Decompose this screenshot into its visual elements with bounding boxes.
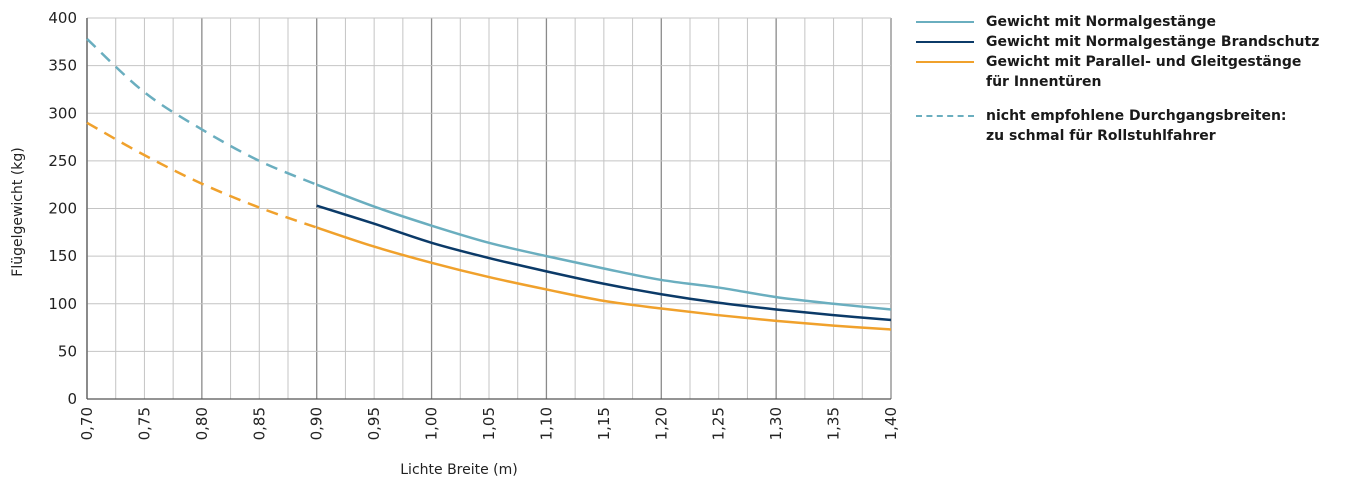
legend-swatch-dashed [916,115,974,117]
x-tick-label: 1,10 [537,407,555,440]
y-tick-label: 250 [48,152,77,170]
y-tick-label: 300 [48,104,77,122]
x-tick-label: 0,80 [193,407,211,440]
legend-item-not-recommended: nicht empfohlene Durchgangsbreiten: zu s… [916,106,1356,146]
x-tick-label: 1,20 [652,407,670,440]
legend-label-brandschutz: Gewicht mit Normalgestänge Brandschutz [986,34,1320,50]
x-tick-label: 1,15 [595,407,613,440]
x-tick-label: 1,25 [710,407,728,440]
x-tick-label: 1,05 [480,407,498,440]
legend-label-not-recommended: nicht empfohlene Durchgangsbreiten: zu s… [986,106,1356,146]
x-axis-label: Lichte Breite (m) [400,462,517,478]
y-tick-label: 400 [48,9,77,27]
y-axis-label: Flügelgewicht (kg) [10,147,26,276]
legend-label-parallel-line2: für Innentüren [986,74,1102,90]
series-line-dashed-2 [86,121,318,229]
legend-label-not-recommended-line1: nicht empfohlene Durchgangsbreiten: [986,108,1287,124]
x-tick-label: 0,75 [135,407,153,440]
y-tick-label: 100 [48,295,77,313]
legend-item-brandschutz: Gewicht mit Normalgestänge Brandschutz [916,32,1356,52]
chart-svg: 0 50 100 150 200 250 300 350 400 0,70 0,75 0,80 0,8… [10,9,900,478]
x-tick-label: 1,30 [767,407,785,440]
legend-swatch-brandschutz [916,41,974,43]
y-tick-label: 0 [67,390,77,408]
x-tick-label: 1,35 [825,407,843,440]
legend-label-parallel: Gewicht mit Parallel- und Gleitgestänge … [986,52,1356,92]
x-tick-label: 0,90 [308,407,326,440]
y-tick-labels: 0 50 100 150 200 250 300 350 400 [48,9,77,408]
series-line-1 [316,204,892,322]
y-tick-label: 50 [58,342,77,360]
y-tick-label: 200 [48,200,77,218]
x-tick-label: 1,40 [882,407,900,440]
x-tick-label: 1,00 [423,407,441,440]
series-group [86,38,892,331]
grid [86,17,892,400]
y-tick-label: 350 [48,57,77,75]
legend-swatch-normal [916,21,974,23]
legend-swatch-parallel [916,61,974,63]
series-line-2 [316,226,892,331]
x-tick-label: 0,95 [365,407,383,440]
x-tick-label: 0,70 [78,407,96,440]
axes [86,18,891,400]
series-line-dashed-0 [86,38,318,186]
legend: Gewicht mit Normalgestänge Gewicht mit N… [916,12,1356,146]
x-tick-label: 0,85 [250,407,268,440]
legend-label-not-recommended-line2: zu schmal für Rollstuhlfahrer [986,128,1216,144]
y-tick-label: 150 [48,247,77,265]
x-tick-labels: 0,70 0,75 0,80 0,85 0,90 0,95 1,00 1,05 1,10 1,15… [78,407,900,440]
legend-label-normal: Gewicht mit Normalgestänge [986,14,1217,30]
legend-item-normal: Gewicht mit Normalgestänge [916,12,1356,32]
legend-label-parallel-line1: Gewicht mit Parallel- und Gleitgestänge [986,54,1302,70]
legend-item-parallel: Gewicht mit Parallel- und Gleitgestänge … [916,52,1356,92]
series-line-0 [316,183,892,311]
